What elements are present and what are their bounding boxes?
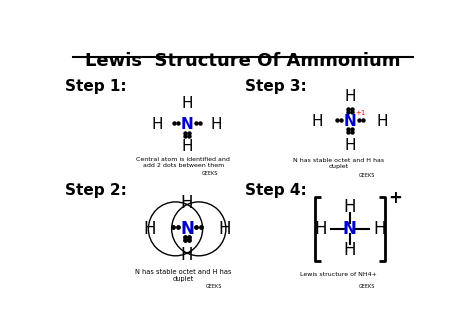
Text: GEEKS: GEEKS [359,174,375,179]
Text: H: H [344,198,356,216]
Text: H: H [211,117,222,132]
Text: Lewis  Structure Of Ammonium: Lewis Structure Of Ammonium [85,52,401,70]
Text: H: H [314,220,327,238]
Text: Step 2:: Step 2: [65,183,128,198]
Text: H: H [373,220,385,238]
Text: H: H [377,114,388,129]
Text: H: H [152,117,164,132]
Text: +: + [389,189,402,207]
Text: H: H [344,242,356,259]
Text: H: H [182,139,193,154]
Text: N has stable octet and H has
duplet: N has stable octet and H has duplet [135,269,231,282]
Text: N: N [343,220,357,238]
Text: Step 4:: Step 4: [245,183,307,198]
Text: N has stable octet and H has
duplet: N has stable octet and H has duplet [292,158,384,169]
Text: Lewis structure of NH4+: Lewis structure of NH4+ [300,272,377,277]
Text: H: H [218,220,230,238]
Text: GEEKS: GEEKS [359,284,375,289]
Text: H: H [344,89,356,104]
Text: H: H [182,96,193,111]
Text: GEEKS: GEEKS [202,171,219,176]
Text: Step 3:: Step 3: [245,79,307,94]
Text: N: N [344,114,356,129]
Text: H: H [181,194,193,212]
Text: H: H [344,138,356,153]
Text: +1: +1 [356,110,365,116]
Text: N: N [180,220,194,238]
Text: GEEKS: GEEKS [206,284,222,289]
Text: H: H [144,220,156,238]
Text: N: N [181,117,193,132]
Text: Step 1:: Step 1: [65,79,127,94]
Text: Central atom is identified and
add 2 dots between them: Central atom is identified and add 2 dot… [137,157,230,168]
Text: H: H [181,246,193,264]
Text: H: H [311,114,323,129]
